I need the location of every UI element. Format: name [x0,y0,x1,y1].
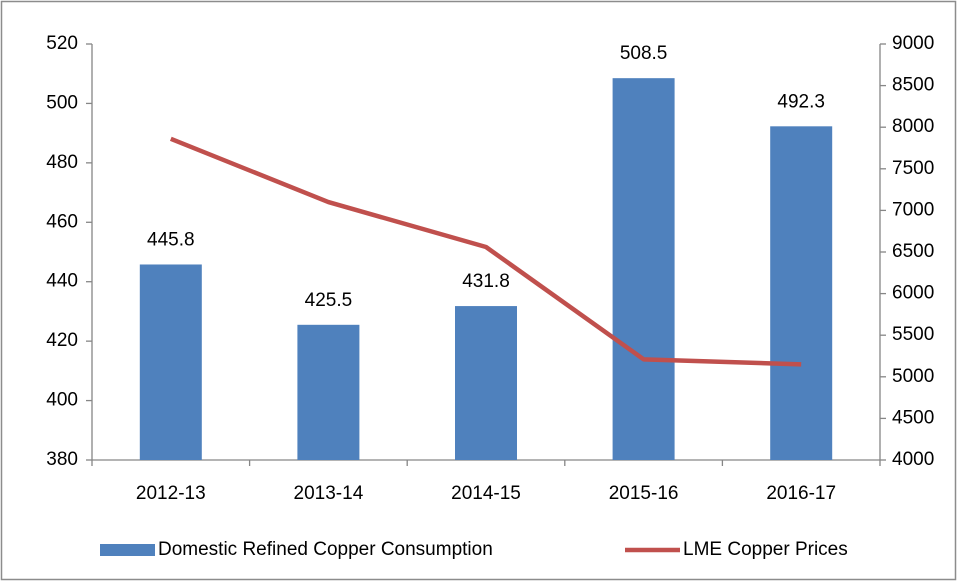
x-tick-label: 2016-17 [766,483,836,504]
y2-tick-label: 6500 [892,241,934,262]
x-tick-label: 2013-14 [294,483,364,504]
bar [455,306,517,460]
bar [770,126,833,461]
x-tick-label: 2012-13 [136,483,206,504]
bar [612,78,675,461]
y-tick-label: 500 [46,92,78,113]
line [169,136,802,367]
y-tick-label: 380 [46,449,78,470]
y-tick-label: 460 [46,211,78,232]
legend-swatch [100,544,155,556]
legend-label: Domestic Refined Copper Consumption [158,539,493,560]
x-tick-label: 2014-15 [451,483,521,504]
y2-tick-label: 5000 [892,366,934,387]
y2-tick-label: 4000 [892,449,934,470]
data-label: 492.3 [777,91,825,112]
y-tick-label: 480 [46,152,78,173]
y2-tick-label: 7500 [892,158,934,179]
data-label: 425.5 [305,290,353,311]
y-tick-label: 400 [46,390,78,411]
x-tick-label: 2015-16 [609,483,679,504]
y2-tick-label: 8000 [892,116,934,137]
y-tick-label: 520 [46,33,78,54]
bar [297,324,360,460]
y-tick-label: 420 [46,330,78,351]
y2-tick-label: 4500 [892,407,934,428]
bar [139,264,202,460]
y2-tick-label: 5500 [892,324,934,345]
y2-tick-label: 8500 [892,75,934,96]
y2-tick-label: 9000 [892,33,934,54]
data-label: 431.8 [462,271,510,292]
y2-tick-label: 7000 [892,199,934,220]
data-label: 445.8 [147,229,195,250]
y2-tick-label: 6000 [892,283,934,304]
y-tick-label: 440 [46,271,78,292]
data-label: 508.5 [620,43,668,64]
legend-label: LME Copper Prices [683,539,848,560]
